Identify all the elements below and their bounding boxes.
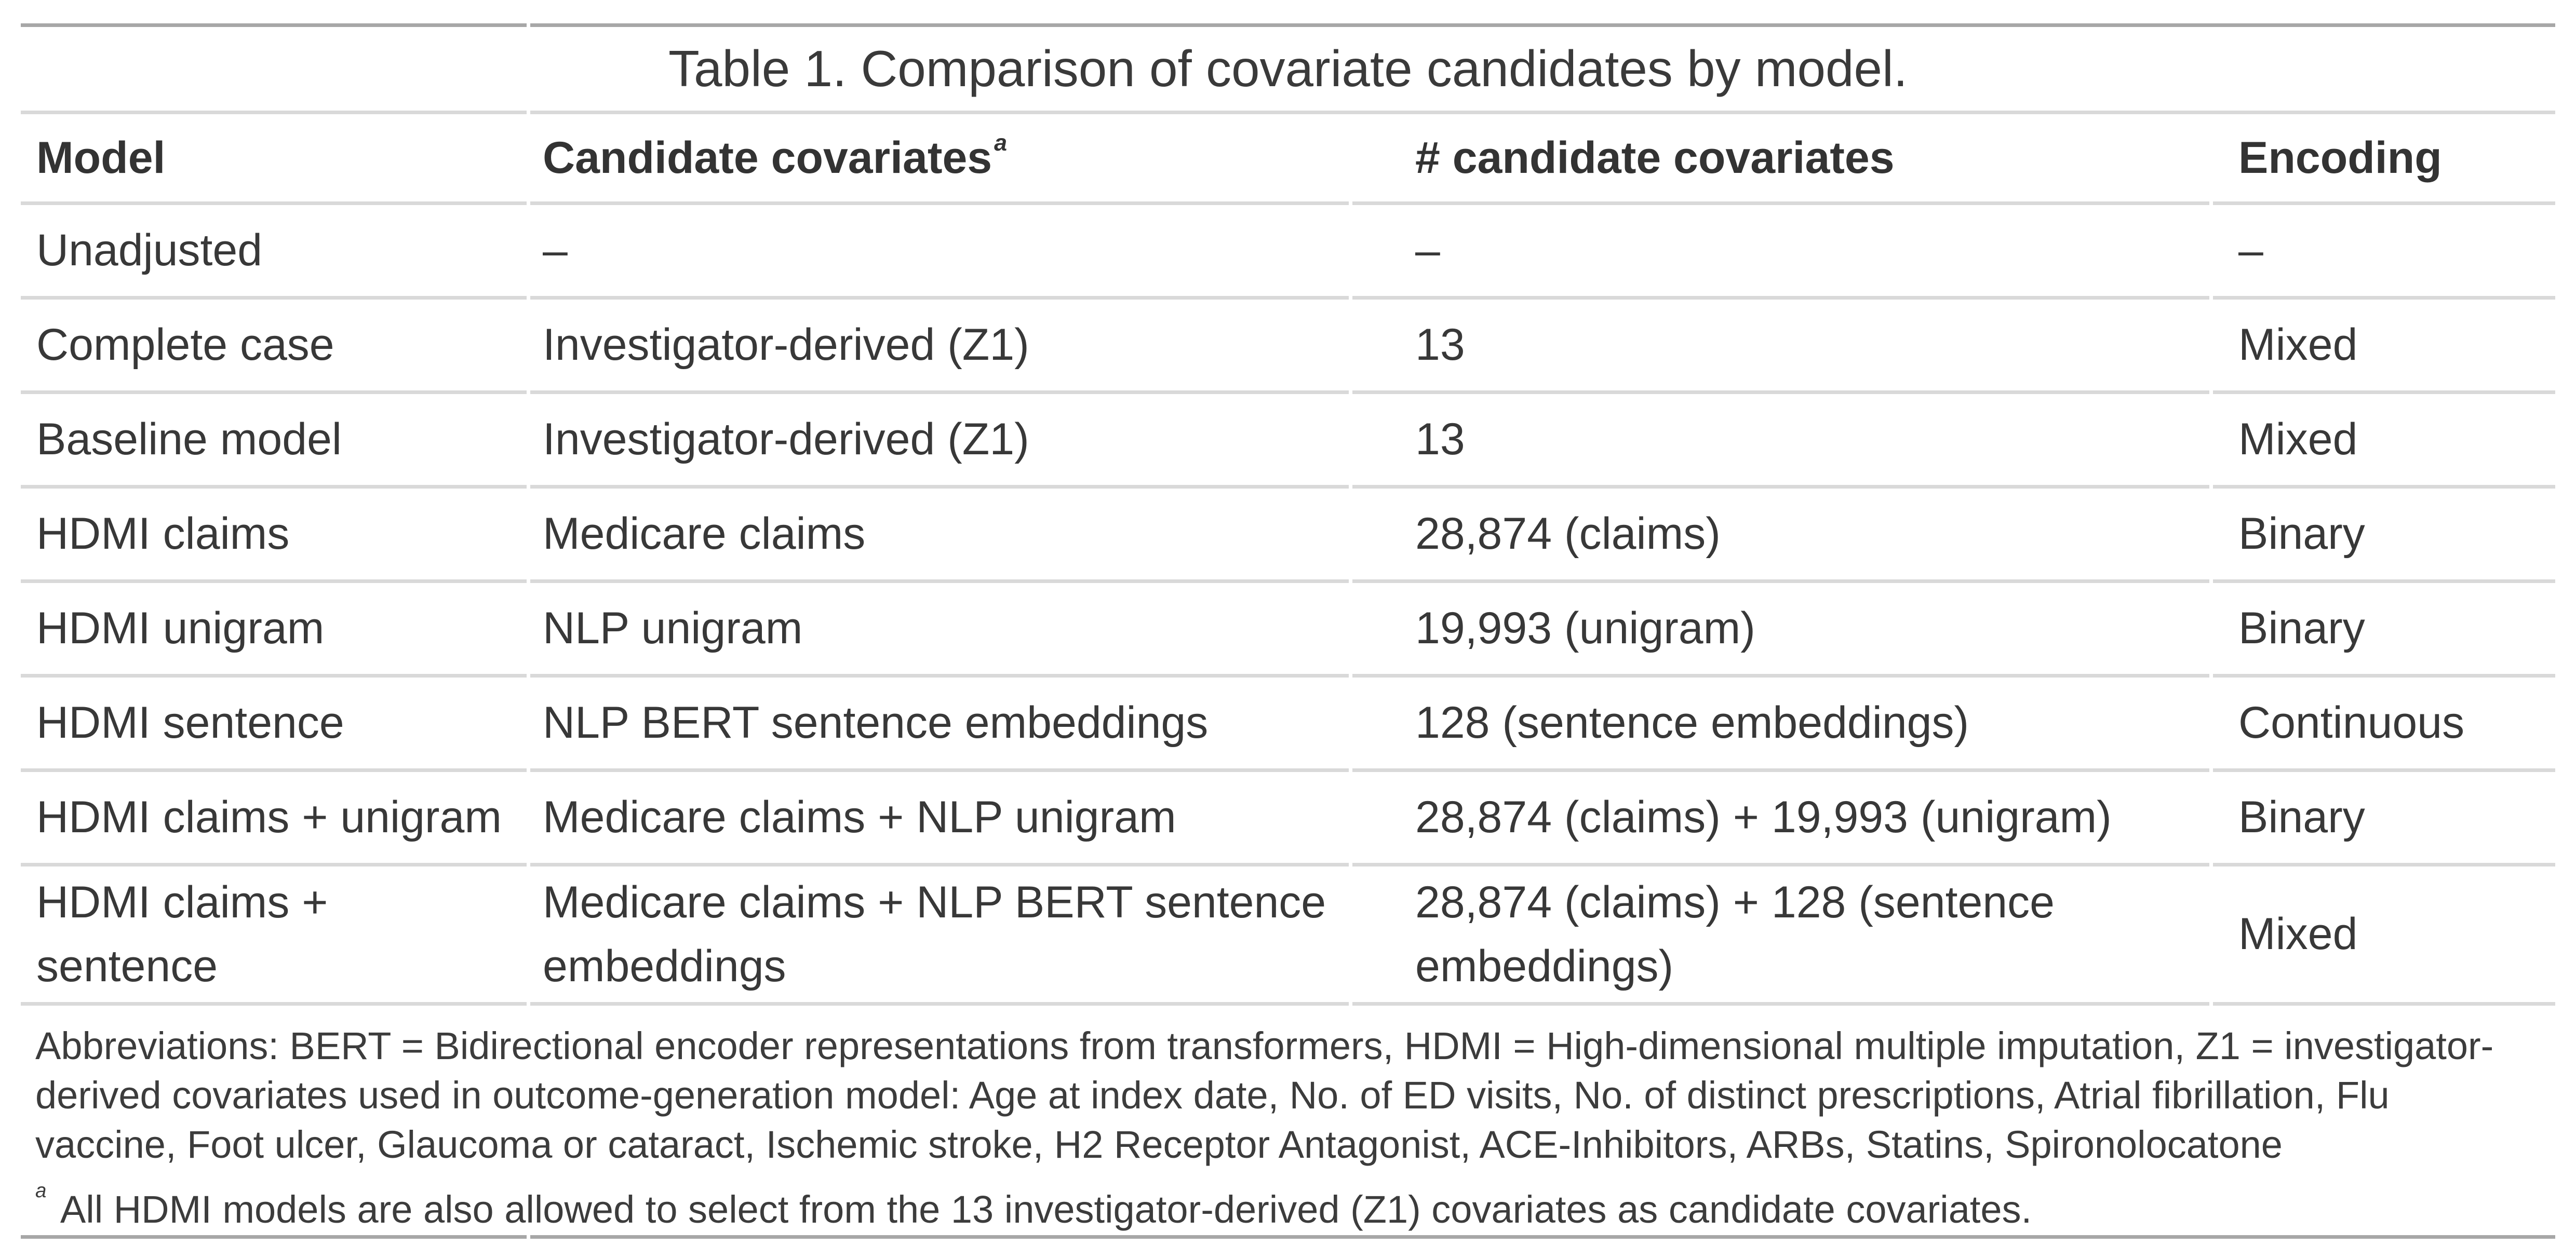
cell-text: Complete case [36,320,334,370]
comparison-table: Table 1. Comparison of covariate candida… [21,23,2555,1239]
cell-num-covariates: 28,874 (claims) [1352,489,2209,583]
footnote-abbreviations: Abbreviations: BERT = Bidirectional enco… [35,1024,2494,1166]
table-row: Baseline model Investigator-derived (Z1)… [21,394,2555,489]
cell-model: HDMI claims [21,489,527,583]
table-row: HDMI claims Medicare claims 28,874 (clai… [21,489,2555,583]
footnote-a: a All HDMI models are also allowed to se… [35,1181,2524,1234]
column-header-num-candidate-covariates: # candidate covariates [1352,114,2209,205]
cell-encoding: Binary [2213,772,2555,867]
cell-num-covariates: 19,993 (unigram) [1352,583,2209,678]
cell-text: – [543,225,568,276]
cell-num-covariates: 28,874 (claims) + 19,993 (unigram) [1352,772,2209,867]
cell-text: Mixed [2238,414,2358,465]
cell-encoding: Mixed [2213,300,2555,394]
cell-text: 28,874 (claims) + 128 (sentence embeddin… [1415,877,2055,991]
cell-text: Binary [2238,509,2365,559]
cell-text: Binary [2238,603,2365,654]
cell-text: NLP BERT sentence embeddings [543,698,1209,748]
cell-text: Medicare claims + NLP BERT sentence embe… [543,877,1326,991]
cell-text: 13 [1415,320,1465,370]
cell-text: Medicare claims + NLP unigram [543,792,1176,843]
cell-model: Baseline model [21,394,527,489]
cell-model: Unadjusted [21,205,527,300]
column-header-encoding: Encoding [2213,114,2555,205]
divider-segment [21,1235,527,1239]
cell-num-covariates: 28,874 (claims) + 128 (sentence embeddin… [1352,867,2209,1006]
cell-text: NLP unigram [543,603,803,654]
table-footnotes: Abbreviations: BERT = Bidirectional enco… [21,1006,2555,1239]
column-header-label: Model [36,132,166,183]
cell-text: Investigator-derived (Z1) [543,414,1029,465]
column-header-label: Candidate covariates [543,132,992,183]
cell-encoding: Mixed [2213,867,2555,1006]
cell-text: 28,874 (claims) [1415,509,1721,559]
cell-model: HDMI sentence [21,678,527,772]
divider-segment [21,23,527,114]
footnote-a-text: All HDMI models are also allowed to sele… [60,1188,2032,1231]
cell-text: Medicare claims [543,509,866,559]
cell-model: HDMI claims + unigram [21,772,527,867]
cell-text: Mixed [2238,909,2358,959]
cell-text: HDMI claims + unigram [36,792,502,843]
cell-encoding: Binary [2213,583,2555,678]
divider-segment [530,1235,2555,1239]
cell-text: Binary [2238,792,2365,843]
cell-text: Continuous [2238,698,2465,748]
cell-text: 13 [1415,414,1465,465]
cell-text: HDMI claims + sentence [36,877,328,991]
cell-candidate-covariates: Investigator-derived (Z1) [530,394,1349,489]
cell-text: HDMI sentence [36,698,344,748]
cell-num-covariates: 13 [1352,394,2209,489]
divider-segment [530,23,2555,114]
cell-text: 128 (sentence embeddings) [1415,698,1969,748]
cell-text: 19,993 (unigram) [1415,603,1755,654]
cell-text: – [1415,225,1440,276]
cell-candidate-covariates: Medicare claims + NLP BERT sentence embe… [530,867,1349,1006]
cell-encoding: – [2213,205,2555,300]
cell-encoding: Binary [2213,489,2555,583]
column-header-model: Model [21,114,527,205]
cell-encoding: Mixed [2213,394,2555,489]
cell-model: HDMI claims + sentence [21,867,527,1006]
cell-num-covariates: 128 (sentence embeddings) [1352,678,2209,772]
column-header-candidate-covariates: Candidate covariates a [530,114,1349,205]
cell-text: – [2238,225,2263,276]
column-header-label: # candidate covariates [1415,132,1895,183]
cell-model: Complete case [21,300,527,394]
cell-model: HDMI unigram [21,583,527,678]
cell-text: HDMI unigram [36,603,325,654]
table-header-row: Model Candidate covariates a # candidate … [21,114,2555,205]
cell-text: HDMI claims [36,509,290,559]
cell-candidate-covariates: Medicare claims [530,489,1349,583]
cell-text: Baseline model [36,414,342,465]
cell-candidate-covariates: NLP BERT sentence embeddings [530,678,1349,772]
table-row: HDMI claims + sentence Medicare claims +… [21,867,2555,1006]
cell-text: 28,874 (claims) + 19,993 (unigram) [1415,792,2112,843]
table-row: HDMI unigram NLP unigram 19,993 (unigram… [21,583,2555,678]
cell-text: Mixed [2238,320,2358,370]
cell-encoding: Continuous [2213,678,2555,772]
table-row: Unadjusted – – – [21,205,2555,300]
cell-text: Investigator-derived (Z1) [543,320,1029,370]
footnote-a-marker: a [35,1179,47,1202]
table-title: Table 1. Comparison of covariate candida… [668,40,1908,97]
cell-candidate-covariates: NLP unigram [530,583,1349,678]
cell-num-covariates: 13 [1352,300,2209,394]
table-row: HDMI sentence NLP BERT sentence embeddin… [21,678,2555,772]
table-row: HDMI claims + unigram Medicare claims + … [21,772,2555,867]
cell-candidate-covariates: Investigator-derived (Z1) [530,300,1349,394]
table-row: Complete case Investigator-derived (Z1) … [21,300,2555,394]
cell-candidate-covariates: – [530,205,1349,300]
cell-text: Unadjusted [36,225,263,276]
column-header-label: Encoding [2238,132,2442,183]
cell-candidate-covariates: Medicare claims + NLP unigram [530,772,1349,867]
table-caption-band: Table 1. Comparison of covariate candida… [21,23,2555,114]
cell-num-covariates: – [1352,205,2209,300]
